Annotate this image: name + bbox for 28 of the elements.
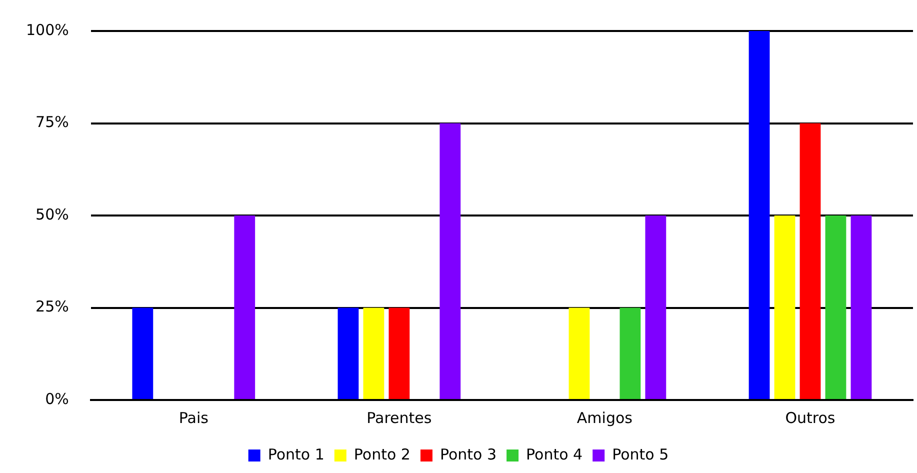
bar (620, 308, 641, 399)
bar (234, 216, 256, 399)
bar (440, 123, 461, 399)
bar (774, 216, 796, 399)
legend-label: Ponto 3 (440, 445, 497, 464)
legend-label: Ponto 4 (526, 445, 583, 464)
y-tick-label: 50% (36, 205, 69, 224)
y-tick-label: 25% (36, 298, 69, 316)
bar (338, 308, 359, 399)
bar (800, 123, 821, 399)
legend-label: Ponto 1 (268, 445, 324, 464)
legend-label: Ponto 2 (354, 445, 410, 464)
bar (363, 308, 384, 399)
bar (388, 308, 410, 399)
bar (568, 308, 590, 399)
y-tick-label: 75% (36, 113, 69, 132)
bar (748, 31, 770, 399)
legend-label: Ponto 5 (612, 445, 669, 464)
bar (645, 216, 666, 399)
x-tick-label: Amigos (576, 408, 633, 427)
bar (850, 216, 872, 399)
y-tick-label: 100% (26, 20, 69, 39)
x-tick-label: Pais (178, 408, 209, 427)
x-tick-label: Outros (785, 408, 836, 427)
x-tick-label: Parentes (366, 408, 432, 427)
y-tick-label: 0% (45, 390, 69, 408)
bar (132, 308, 154, 399)
bar (825, 216, 846, 399)
